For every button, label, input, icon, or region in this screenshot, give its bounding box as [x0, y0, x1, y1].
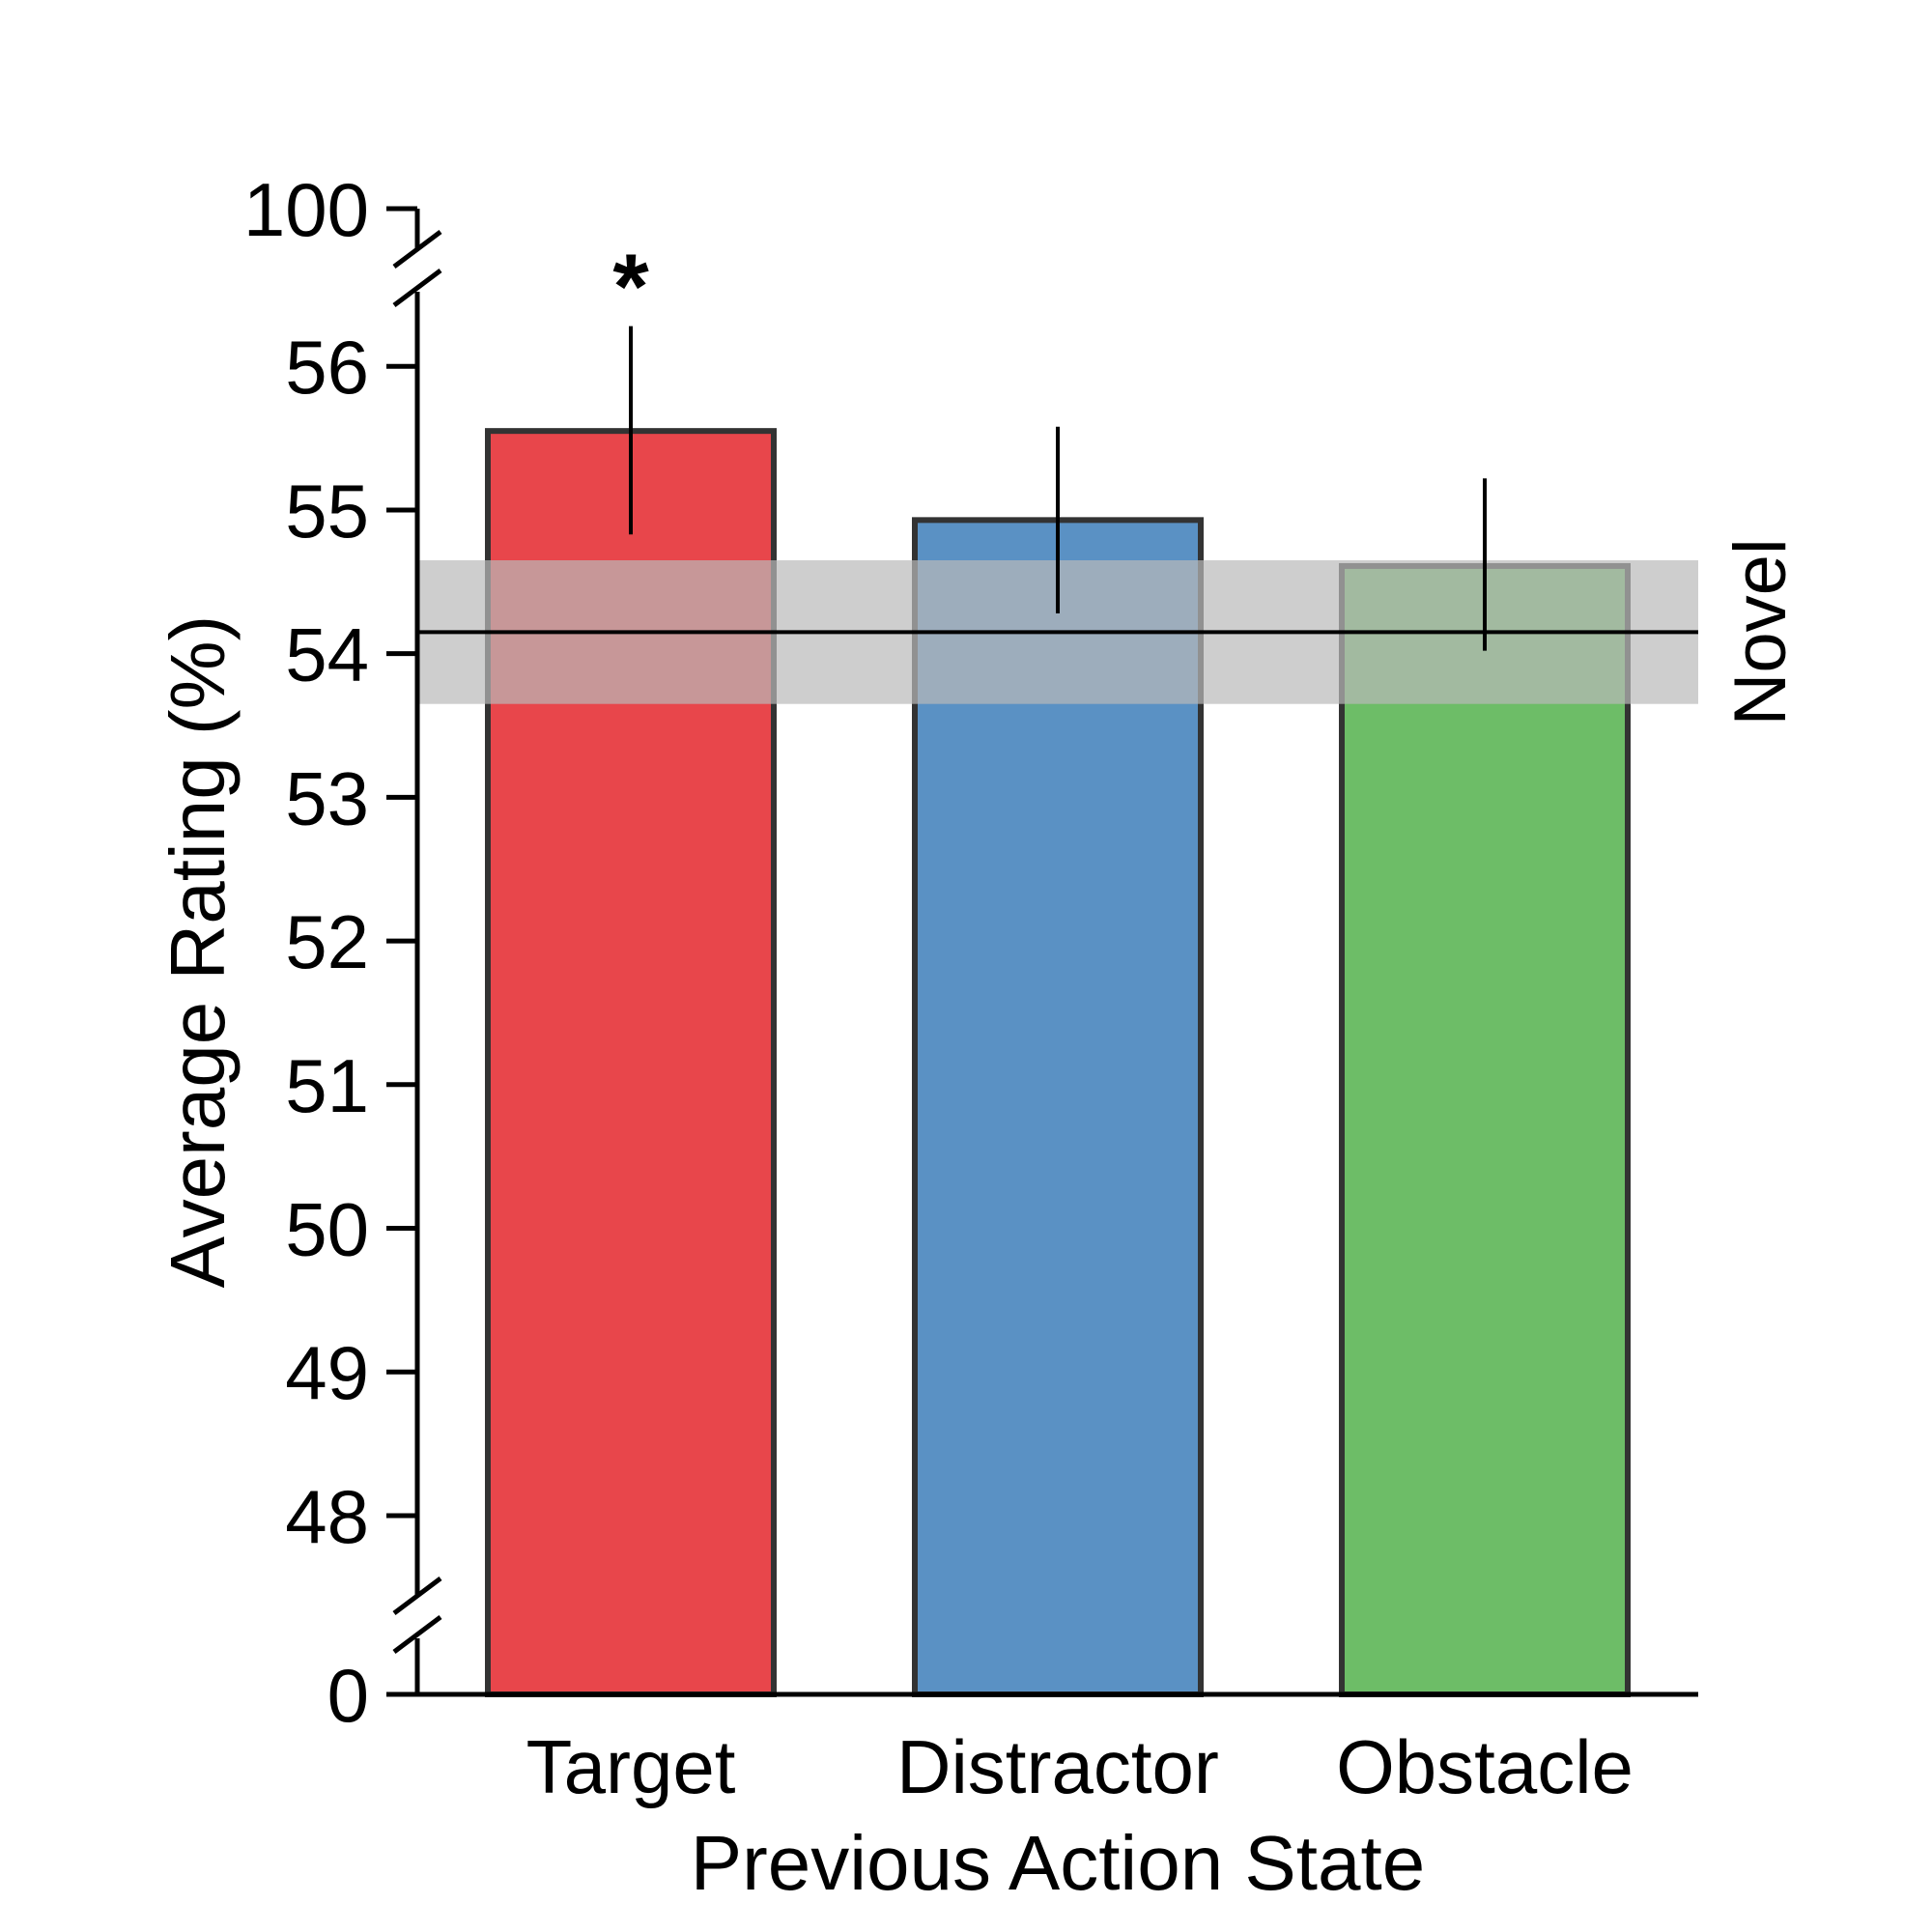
axis-break-mark	[392, 230, 442, 269]
labels: * Target Distractor Obstacle Novel 48 49 50 51 52…	[155, 167, 1802, 1906]
x-tick-label-obstacle: Obstacle	[1336, 1724, 1634, 1809]
axes	[386, 206, 1698, 1697]
x-axis-title: Previous Action State	[691, 1820, 1425, 1906]
x-tick-label-target: Target	[526, 1724, 736, 1809]
y-tick-label-0: 0	[327, 1653, 369, 1738]
y-tick-label-56: 56	[285, 325, 369, 410]
significance-marker: *	[612, 236, 649, 339]
axis-break-mark	[392, 269, 442, 307]
y-tick-label-53: 53	[285, 755, 369, 840]
y-tick-label-100: 100	[243, 167, 369, 252]
y-tick-label-50: 50	[285, 1187, 369, 1272]
y-tick-label-49: 49	[285, 1330, 369, 1415]
axis-break-mark	[392, 1577, 442, 1615]
x-tick-label-distractor: Distractor	[896, 1724, 1219, 1809]
y-tick-label-52: 52	[285, 899, 369, 984]
y-tick-label-48: 48	[285, 1474, 369, 1559]
y-tick-label-55: 55	[285, 469, 369, 554]
novel-reference-label: Novel	[1719, 538, 1802, 725]
error-bars	[629, 326, 1487, 651]
bar-obstacle	[1339, 562, 1631, 1697]
y-tick-label-51: 51	[285, 1043, 369, 1128]
bars	[417, 428, 1698, 1697]
y-axis-title: Average Rating (%)	[155, 615, 241, 1289]
bar-distractor	[912, 517, 1204, 1697]
axis-break-mark	[392, 1615, 442, 1654]
y-tick-label-54: 54	[285, 612, 369, 697]
